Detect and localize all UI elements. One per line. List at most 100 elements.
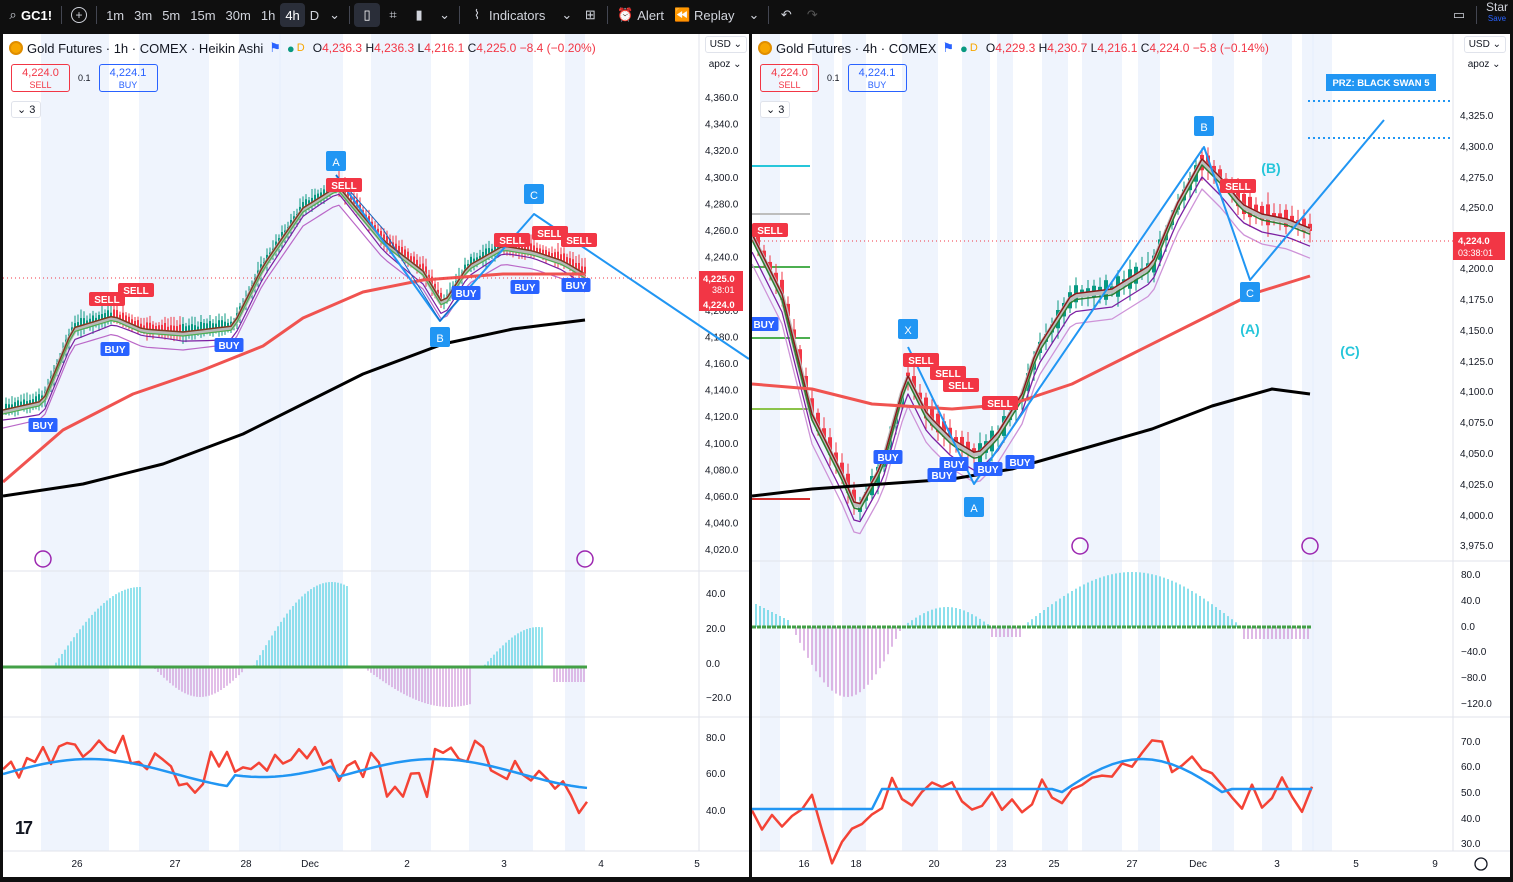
replay-button[interactable]: ⏪ Replay ⌄ [669,0,764,30]
candle-body [539,248,541,254]
candle-body [834,452,838,464]
flag-icon[interactable]: ⚑ [942,40,955,55]
pattern-point-bg [524,184,544,204]
rsi-blue-line [3,757,588,790]
countdown-label: 03:38:01 [1458,248,1493,258]
candle-body [107,310,109,322]
scale-mode[interactable]: apoz ⌄ [1467,59,1501,70]
chevron-down-icon: ⌄ [439,7,450,22]
left-chart-panel[interactable]: 4,360.0 4,340.0 4,320.0 4,300.0 4,280.0 4,260… [3,34,749,877]
sell-button[interactable]: 4,224.0 SELL [760,64,819,92]
arrow-circle-icon [1071,537,1089,555]
candle-body [440,292,442,302]
interval-1h[interactable]: 1h [260,7,276,23]
chart-legend: Gold Futures · 4h · COMEX ⚑ ● D O4,229.3… [758,40,1269,56]
right-chart-panel[interactable]: 4,325.0 4,300.0 4,275.0 4,250.0 4,200.0 4,175… [752,34,1510,877]
status-dot-icon: ● [960,40,968,56]
interval-5m[interactable]: 5m [162,7,181,23]
compare-button[interactable]: + [66,0,92,30]
indicators-collapse[interactable]: ⌄ 3 [760,101,791,118]
indicators-collapse[interactable]: ⌄ 3 [11,101,42,118]
interval-3m[interactable]: 3m [134,7,153,23]
layouts-button[interactable]: ⊞ [577,0,603,30]
pattern-point-bg [326,151,346,171]
candle-body [92,315,94,326]
interval-1m[interactable]: 1m [106,7,125,23]
candle-body [852,489,856,505]
candle-body [560,254,562,262]
candle-body [401,246,403,257]
session-band [41,34,109,851]
rsi-blue-line [752,757,1312,811]
indicators-button[interactable]: ⌇ Indicators ⌄ [464,0,577,30]
last-price-box [699,271,743,297]
ema-red [752,274,1311,411]
chart-type-bars[interactable]: ▮ ⌄ [406,0,455,30]
time-tick: 5 [694,859,700,870]
candle-body [83,318,85,328]
candle-body [308,200,310,206]
buy-signal: BUY [218,341,239,352]
candle-body [383,234,385,242]
left-chart-canvas[interactable]: 4,360.0 4,340.0 4,320.0 4,300.0 4,280.0 4,260… [3,34,749,877]
price-tick: 4,250.0 [1460,203,1494,214]
candle-body [8,404,10,410]
alert-button[interactable]: ⏰ Alert [612,0,669,30]
candle-body [488,248,490,258]
undo-button[interactable]: ↶ [773,0,799,30]
price-tick: 4,150.0 [1460,326,1494,337]
ma-brown [3,186,586,411]
plus-circle-icon: + [71,7,88,23]
sell-button[interactable]: 4,224.0 SELL [11,64,70,92]
candle-body [572,259,574,270]
session-band [997,34,1013,851]
interval-15m[interactable]: 15m [190,7,216,23]
buy-button[interactable]: 4,224.1 BUY [847,64,907,92]
price-tick: 4,000.0 [1460,511,1494,522]
chart-type-line[interactable]: ⌗ [380,0,406,30]
interval-d[interactable]: D [309,7,320,23]
interval-dropdown[interactable]: ⌄ [324,0,345,30]
osc1-tick: 0.0 [706,659,720,670]
candle-body [314,194,316,204]
save-button[interactable]: Star Save [1481,0,1513,30]
chevron-down-icon: ⌄ [1492,59,1501,70]
chart-type-candles[interactable]: ▯ [354,3,381,27]
panel-icon: ▭ [1452,7,1466,22]
price-tick: 4,075.0 [1460,418,1494,429]
undo-icon: ↶ [780,7,792,22]
interval-30m[interactable]: 30m [225,7,251,23]
candle-body [110,312,112,318]
candle-body [1260,205,1264,221]
chevron-down-icon: ⌄ [1492,39,1501,50]
currency-select[interactable]: USD ⌄ [1463,36,1506,53]
candle-body [95,317,97,321]
currency-select[interactable]: USD ⌄ [704,36,747,53]
sell-signal-bg [561,233,597,247]
candle-body [164,322,166,335]
redo-button[interactable]: ↷ [799,0,825,30]
symbol-search[interactable]: ⌕ GC1! [0,0,57,30]
candle-body [533,245,535,253]
candle-body [173,325,175,333]
candle-body [11,404,13,409]
buy-button[interactable]: 4,224.1 BUY [98,64,158,92]
osc2-tick: 40.0 [706,806,726,817]
candle-body [942,421,946,437]
axis-controls: USD ⌄ apoz ⌄ [704,36,747,72]
price-tick: 4,260.0 [705,226,739,237]
prz-label-bg [1326,74,1436,91]
interval-4h[interactable]: 4h [280,3,305,27]
buy-signal-bg [100,342,130,356]
price-tick: 4,160.0 [705,359,739,370]
flag-icon[interactable]: ⚑ [269,40,281,55]
right-chart-canvas[interactable]: 4,325.0 4,300.0 4,275.0 4,250.0 4,200.0 4,175… [752,34,1510,877]
scale-mode[interactable]: apoz ⌄ [708,59,742,70]
layout-toggle-button[interactable]: ▭ [1446,0,1472,30]
candle-body [494,244,496,255]
candle-body [161,324,163,332]
candle-body [197,326,199,331]
divider [607,6,609,24]
sell-signal-bg [532,226,568,240]
candle-body [1290,215,1294,225]
